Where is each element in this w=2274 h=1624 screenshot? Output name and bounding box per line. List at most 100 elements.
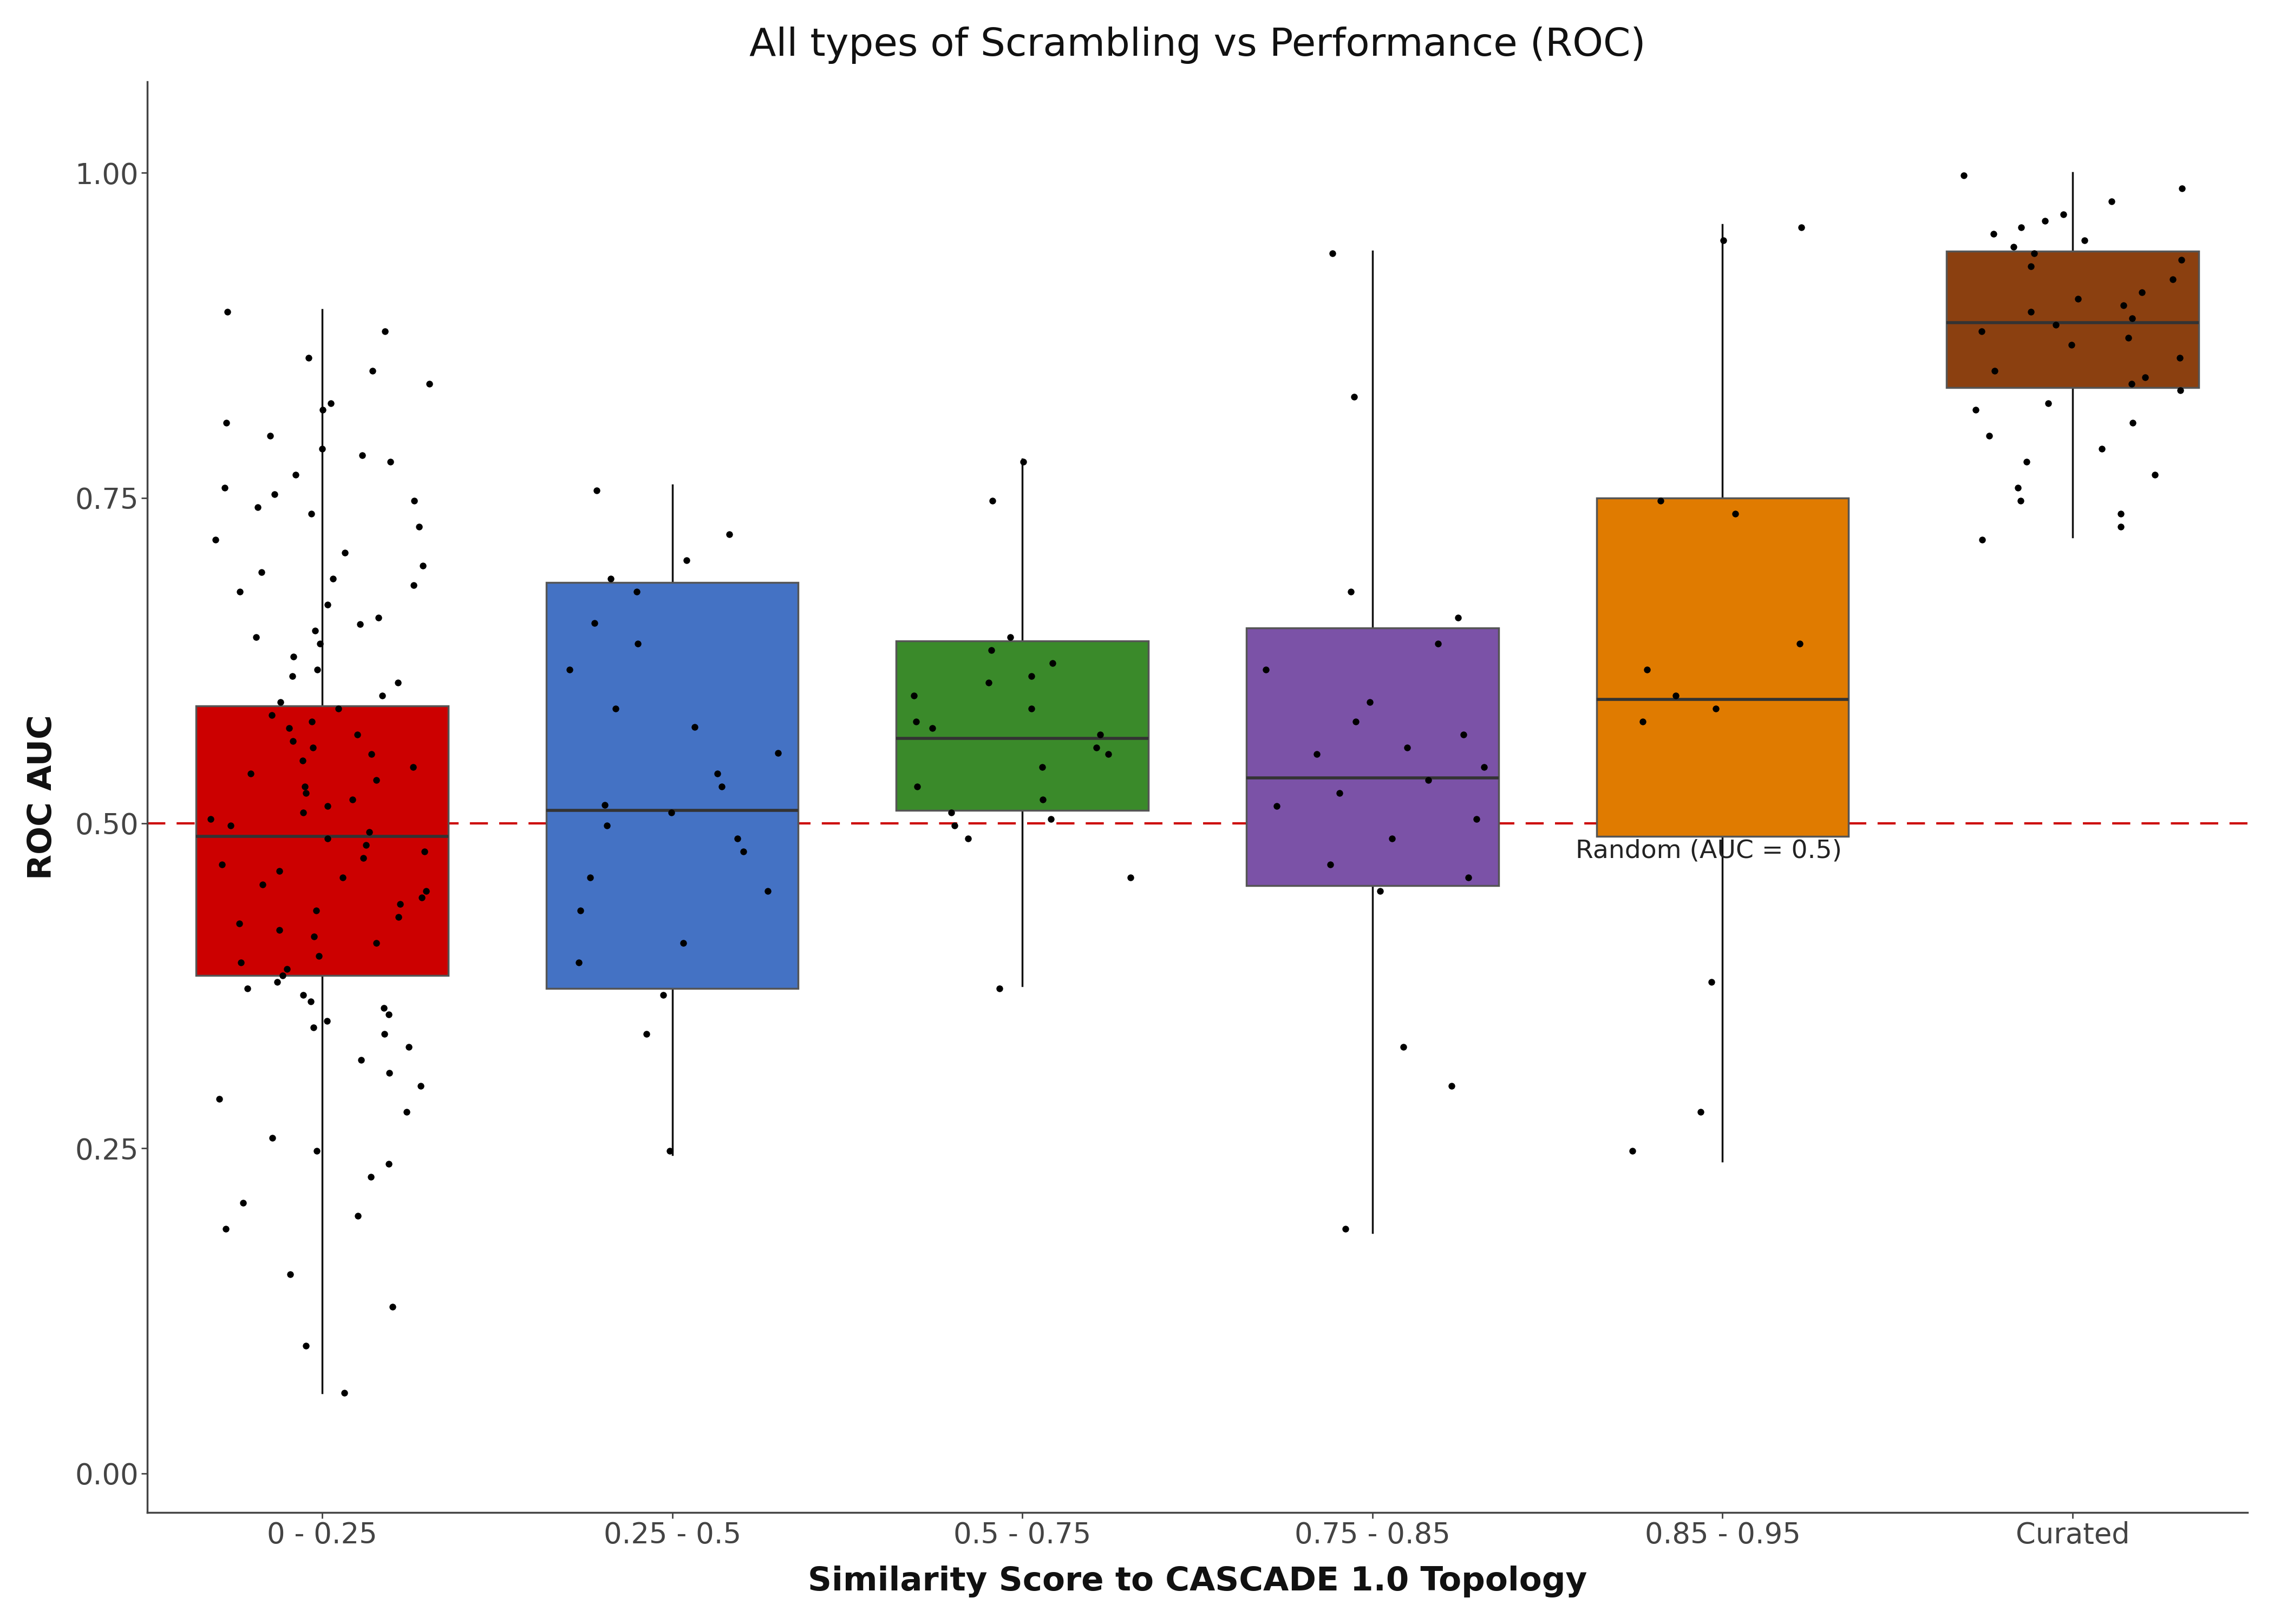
Point	[357, 767, 393, 793]
Point	[309, 591, 346, 617]
Point	[275, 728, 312, 754]
Point	[1965, 526, 2001, 552]
Point	[562, 898, 598, 924]
Point	[700, 760, 737, 786]
Point	[1706, 227, 1742, 253]
Point	[1947, 162, 1983, 188]
FancyBboxPatch shape	[546, 583, 798, 989]
Point	[750, 879, 787, 905]
Point	[300, 944, 337, 970]
Point	[2044, 201, 2081, 227]
Point	[1683, 1099, 1719, 1125]
Point	[334, 786, 371, 812]
Point	[396, 487, 432, 513]
Point	[271, 715, 307, 741]
Point	[339, 1203, 375, 1229]
Point	[1351, 689, 1387, 715]
Point	[302, 630, 339, 656]
Point	[298, 1138, 334, 1164]
Point	[364, 682, 400, 708]
Point	[1312, 851, 1348, 877]
Point	[725, 838, 762, 864]
Point	[371, 1151, 407, 1177]
Point	[277, 461, 314, 487]
Point	[675, 715, 712, 741]
Point	[396, 754, 432, 780]
Point	[339, 721, 375, 747]
Point	[1112, 864, 1148, 890]
Point	[589, 812, 625, 838]
Point	[1328, 1216, 1364, 1242]
Point	[1694, 970, 1731, 996]
Point	[1658, 682, 1694, 708]
Point	[298, 898, 334, 924]
Point	[343, 1047, 380, 1073]
Point	[205, 851, 241, 877]
Point	[225, 1190, 262, 1216]
Point	[575, 611, 612, 637]
Point	[2026, 208, 2063, 234]
Point	[1783, 630, 1819, 656]
Point	[275, 643, 312, 669]
Point	[373, 448, 409, 474]
Point	[1439, 604, 1476, 630]
Point	[973, 637, 1010, 663]
Point	[628, 1021, 664, 1047]
Point	[2067, 227, 2103, 253]
Point	[405, 885, 441, 911]
FancyBboxPatch shape	[1596, 499, 1849, 836]
Point	[1362, 879, 1399, 905]
Point	[1321, 780, 1358, 806]
Point	[1389, 734, 1426, 760]
Point	[2038, 312, 2074, 338]
Point	[366, 996, 402, 1021]
Point	[2126, 364, 2163, 390]
FancyBboxPatch shape	[896, 641, 1148, 810]
Point	[1373, 825, 1410, 851]
Point	[1717, 500, 1753, 526]
Point	[366, 318, 402, 344]
Point	[296, 924, 332, 950]
Point	[1385, 1034, 1421, 1060]
Point	[239, 494, 275, 520]
Point	[375, 1294, 412, 1320]
Point	[209, 409, 246, 435]
Point	[991, 624, 1028, 650]
Point	[341, 611, 377, 637]
Point	[284, 799, 321, 825]
Point	[343, 442, 380, 468]
Point	[2012, 299, 2049, 325]
Point	[2012, 253, 2049, 279]
Point	[407, 879, 443, 905]
Point	[298, 656, 334, 682]
Point	[1032, 806, 1069, 831]
Point	[400, 513, 437, 539]
Point	[2115, 305, 2151, 331]
Point	[289, 1333, 325, 1359]
Point	[209, 299, 246, 325]
Point	[380, 905, 416, 931]
Point	[2003, 487, 2040, 513]
Y-axis label: ROC AUC: ROC AUC	[27, 715, 59, 880]
Point	[232, 760, 268, 786]
Point	[653, 1138, 689, 1164]
Point	[1014, 663, 1051, 689]
Point	[598, 695, 634, 721]
Point	[350, 818, 387, 844]
Point	[1258, 793, 1294, 818]
Point	[352, 741, 389, 767]
Point	[391, 1034, 428, 1060]
Point	[646, 983, 682, 1009]
Point	[2163, 377, 2199, 403]
Point	[371, 1060, 407, 1086]
FancyBboxPatch shape	[1947, 252, 2199, 388]
Point	[223, 578, 259, 604]
Point	[273, 1262, 309, 1288]
Point	[2163, 247, 2199, 273]
Point	[587, 793, 623, 818]
Point	[1451, 864, 1487, 890]
Point	[221, 911, 257, 937]
Point	[287, 773, 323, 799]
Point	[973, 487, 1010, 513]
Point	[2113, 370, 2149, 396]
